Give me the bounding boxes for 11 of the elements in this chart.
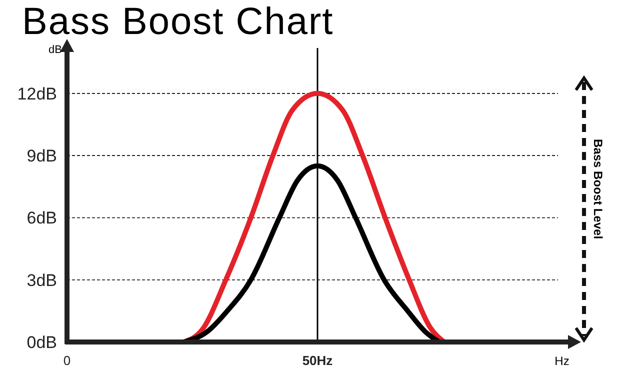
y-tick-label: 6dB	[26, 208, 57, 228]
chart-title: Bass Boost Chart	[22, 1, 334, 43]
y-tick-label: 12dB	[17, 84, 57, 104]
x-axis-title: Hz	[554, 354, 570, 368]
text: Bass Boost Level	[591, 138, 605, 240]
y-tick-label: 9dB	[26, 146, 57, 166]
y-axis-title: dB	[48, 44, 62, 56]
y-tick-label: 0dB	[26, 332, 57, 352]
x-tick-label: 50Hz	[302, 353, 334, 368]
x-tick-label: 0	[63, 353, 71, 368]
y-tick-label: 3dB	[26, 270, 57, 290]
